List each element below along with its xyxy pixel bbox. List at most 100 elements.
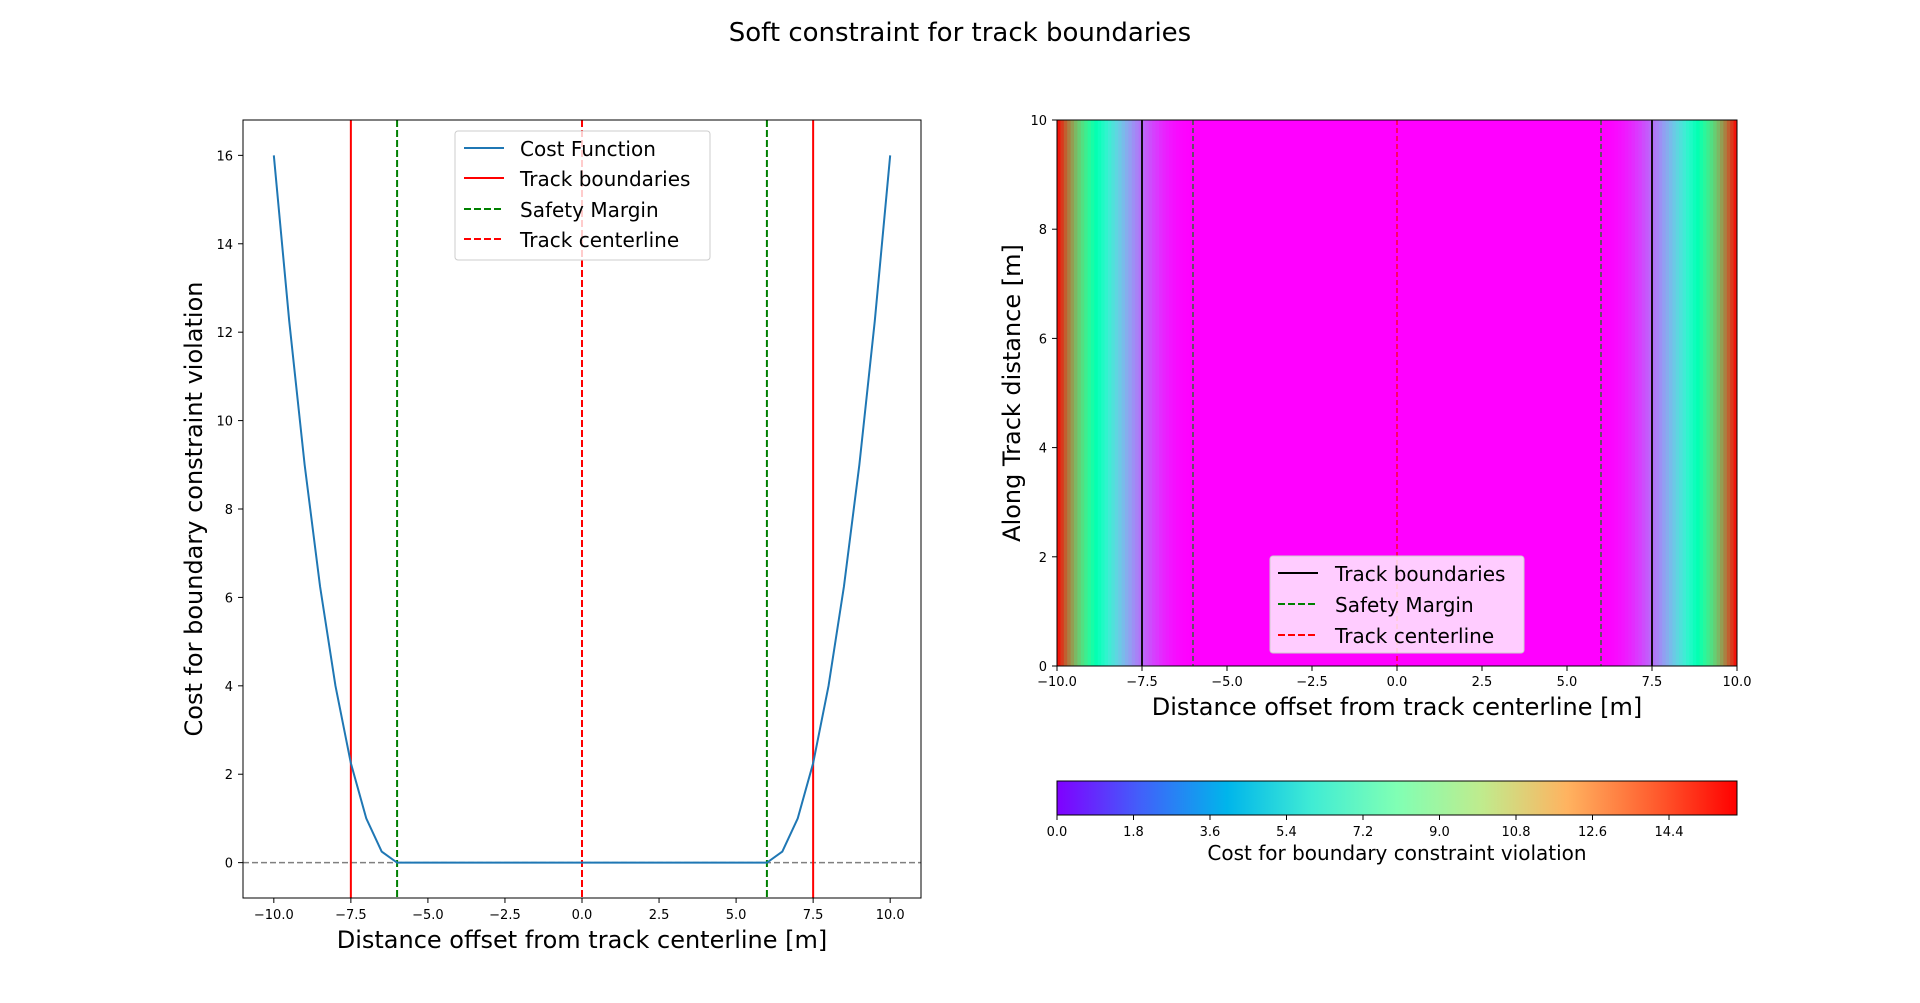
left-legend: Cost Function Track boundaries Safety Ma…: [454, 130, 711, 261]
heatmap-cell: [1315, 120, 1320, 666]
heatmap-cell: [1162, 120, 1167, 666]
heatmap-cell: [1597, 120, 1602, 666]
heatmap-cell: [1485, 120, 1490, 666]
heatmap-cell: [1084, 120, 1089, 666]
heatmap-cell: [1240, 120, 1245, 666]
heatmap-cell: [1074, 120, 1078, 666]
heatmap-cell: [1397, 120, 1401, 666]
left-x-tick-label: 0.0: [572, 908, 593, 923]
colorbar: 0.0 1.8 3.6 5.4 7.2 9.0 10.8 12.6 14.4 Cost for …: [1047, 780, 1738, 865]
heatmap-cell: [1516, 120, 1520, 666]
heatmap-cell: [1172, 120, 1177, 666]
right-x-tick-label: 7.5: [1642, 675, 1663, 690]
colorbar-tick-label: 9.0: [1429, 825, 1450, 840]
left-x-tick-label: 7.5: [803, 908, 824, 923]
heatmap-cell: [1546, 120, 1551, 666]
heatmap-cell: [1675, 120, 1680, 666]
heatmap-cell: [1492, 120, 1497, 666]
heatmap-cell: [1590, 120, 1595, 666]
left-y-tick-label: 6: [225, 591, 233, 606]
heatmap-cell: [1176, 120, 1180, 666]
heatmap-cell: [1679, 120, 1684, 666]
right-legend: Track boundaries Safety Margin Track cen…: [1269, 555, 1525, 654]
heatmap-cell: [1560, 120, 1565, 666]
heatmap-cell: [1601, 120, 1605, 666]
right-legend-label-boundaries: Track boundaries: [1334, 562, 1505, 586]
heatmap-cell: [1261, 120, 1265, 666]
heatmap-cell: [1060, 120, 1065, 666]
heatmap-cell: [1713, 120, 1718, 666]
right-legend-label-safety: Safety Margin: [1335, 593, 1474, 617]
heatmap-cell: [1376, 120, 1381, 666]
heatmap-cell: [1658, 120, 1663, 666]
heatmap-cell: [1138, 120, 1143, 666]
left-x-axis-label: Distance offset from track centerline [m…: [337, 926, 828, 954]
heatmap-cell: [1169, 120, 1174, 666]
heatmap-cell: [1301, 120, 1306, 666]
heatmap-cell: [1550, 120, 1554, 666]
heatmap-cell: [1097, 120, 1102, 666]
heatmap-cell: [1614, 120, 1619, 666]
heatmap-cell: [1308, 120, 1313, 666]
colorbar-tick-label: 3.6: [1200, 825, 1221, 840]
colorbar-tick-label: 14.4: [1655, 825, 1684, 840]
heatmap-cell: [1070, 120, 1075, 666]
heatmap-cell: [1505, 120, 1510, 666]
heatmap-cell: [1182, 120, 1187, 666]
right-x-tick-label: 2.5: [1472, 675, 1493, 690]
heatmap-cell: [1556, 120, 1561, 666]
heatmap-cell: [1682, 120, 1687, 666]
heatmap-cell: [1519, 120, 1524, 666]
heatmap-cell: [1393, 120, 1398, 666]
heatmap-cell: [1087, 120, 1092, 666]
heatmap-cell: [1288, 120, 1293, 666]
heatmap-cell: [1424, 120, 1429, 666]
left-y-tick-label: 14: [216, 238, 233, 253]
heatmap-cell: [1635, 120, 1639, 666]
heatmap-cell: [1108, 120, 1112, 666]
heatmap-cell: [1118, 120, 1123, 666]
heatmap-cell: [1533, 120, 1537, 666]
heatmap-cell: [1091, 120, 1095, 666]
heatmap-cell: [1142, 120, 1146, 666]
heatmap-cell: [1631, 120, 1636, 666]
heatmap-cell: [1152, 120, 1157, 666]
colorbar-tick-label: 5.4: [1276, 825, 1297, 840]
left-y-axis-label: Cost for boundary constraint violation: [180, 282, 208, 737]
left-chart: −10.0 −7.5 −5.0 −2.5 0.0 2.5 5.0 7.5 10.0 0 2 4 6 8 1…: [180, 119, 922, 954]
heatmap-cell: [1145, 120, 1150, 666]
heatmap-cell: [1352, 120, 1357, 666]
heatmap-cell: [1451, 120, 1456, 666]
heatmap-cell: [1444, 120, 1449, 666]
heatmap-cell: [1359, 120, 1364, 666]
heatmap-cell: [1577, 120, 1582, 666]
right-x-tick-label: −7.5: [1126, 675, 1158, 690]
heatmap-cell: [1607, 120, 1612, 666]
colorbar-tick-label: 12.6: [1578, 825, 1607, 840]
right-x-tick-label: 0.0: [1387, 675, 1408, 690]
heatmap-cell: [1536, 120, 1541, 666]
heatmap-cell: [1407, 120, 1412, 666]
heatmap-cell: [1148, 120, 1153, 666]
heatmap-cell: [1641, 120, 1646, 666]
heatmap-cell: [1332, 120, 1337, 666]
heatmap-cell: [1420, 120, 1425, 666]
heatmap-cell: [1342, 120, 1347, 666]
heatmap-cell: [1414, 120, 1418, 666]
colorbar-gradient: [1056, 780, 1738, 816]
heatmap-cell: [1733, 120, 1737, 666]
heatmap-cell: [1305, 120, 1310, 666]
heatmap-cell: [1369, 120, 1374, 666]
colorbar-tick-label: 10.8: [1502, 825, 1531, 840]
heatmap-cell: [1665, 120, 1670, 666]
heatmap-cell: [1366, 120, 1371, 666]
heatmap-cell: [1699, 120, 1704, 666]
left-legend-label-safety: Safety Margin: [520, 198, 659, 222]
heatmap-cell: [1128, 120, 1133, 666]
heatmap-cell: [1720, 120, 1724, 666]
right-x-ticks: −10.0 −7.5 −5.0 −2.5 0.0 2.5 5.0 7.5 10.0: [1037, 666, 1751, 690]
heatmap-cell: [1067, 120, 1072, 666]
heatmap-cell: [1380, 120, 1384, 666]
right-heatmap: [1057, 120, 1737, 666]
